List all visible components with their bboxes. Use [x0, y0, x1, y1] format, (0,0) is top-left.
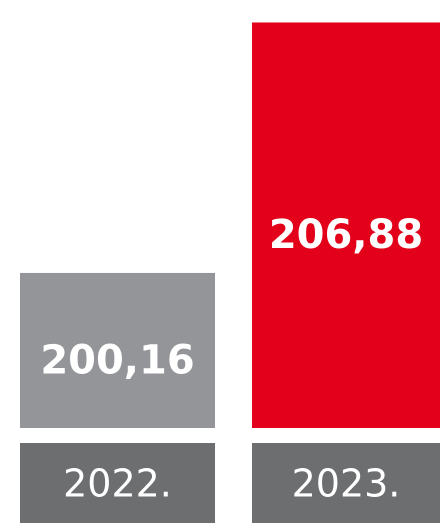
- category-box: [20, 443, 215, 523]
- value-label: 200,16: [40, 337, 194, 383]
- value-label: 206,88: [269, 212, 423, 258]
- category-box: [252, 443, 440, 523]
- category-label: 2023.: [292, 462, 401, 506]
- bar: [252, 22, 440, 429]
- bar: [20, 272, 215, 428]
- category-label: 2022.: [63, 462, 172, 506]
